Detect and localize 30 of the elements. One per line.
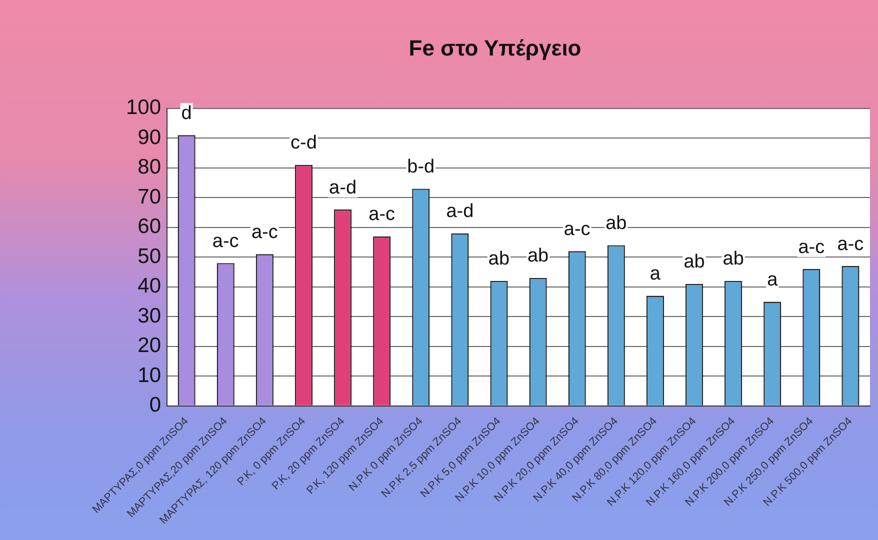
data-label: a-c: [251, 222, 278, 243]
y-tick-label: 70: [138, 185, 162, 208]
chart-title: Fe στο Υπέργειο: [408, 35, 582, 60]
data-label: ab: [684, 252, 705, 273]
data-label: a: [767, 269, 778, 290]
data-label: ab: [527, 246, 549, 267]
data-label: a-d: [446, 201, 474, 222]
y-tick-label: 100: [126, 96, 162, 120]
data-label: a-c: [837, 234, 864, 255]
y-tick-label: 80: [138, 156, 162, 179]
data-label: a-c: [212, 230, 239, 252]
data-label: a-c: [564, 218, 590, 240]
data-label: ab: [488, 248, 510, 270]
y-tick-label: 0: [149, 394, 162, 417]
data-label: ab: [606, 212, 627, 234]
data-label: a-c: [368, 204, 396, 226]
y-tick-label: 60: [138, 215, 162, 238]
data-label: ab: [722, 248, 744, 270]
data-label: c-d: [290, 132, 317, 154]
y-tick-label: 20: [138, 334, 162, 358]
data-label: a: [650, 264, 661, 285]
y-tick-label: 50: [138, 244, 162, 268]
data-label: b-d: [407, 156, 435, 178]
y-tick-label: 90: [138, 126, 162, 149]
y-tick-label: 10: [138, 364, 162, 387]
y-tick-label: 30: [138, 304, 162, 328]
data-label: a-c: [798, 236, 825, 258]
data-label: a-d: [329, 177, 357, 198]
y-tick-label: 40: [138, 274, 162, 298]
data-label: d: [181, 102, 192, 124]
